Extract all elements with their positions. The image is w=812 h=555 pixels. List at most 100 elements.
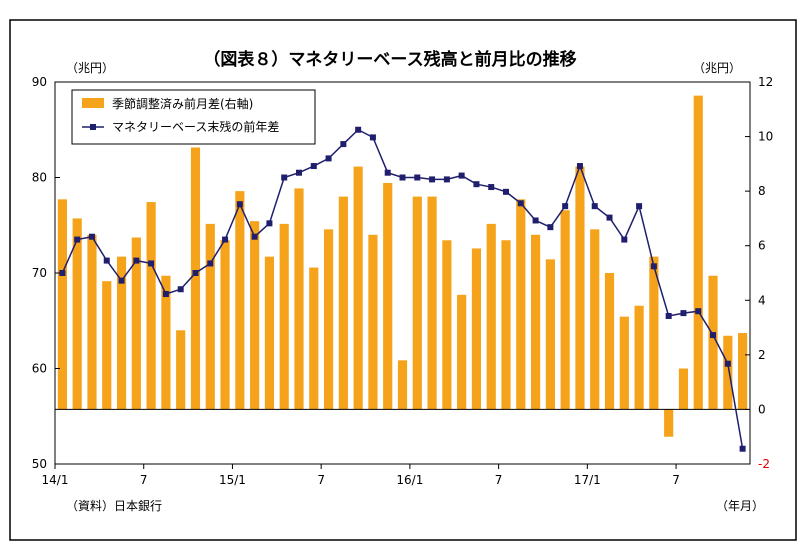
left-tick-label: 80 [32, 171, 47, 185]
line-point [576, 163, 583, 170]
bar [590, 229, 600, 410]
line-point [665, 312, 672, 319]
bar [368, 234, 378, 410]
left-axis: 50 60 70 80 90 [32, 75, 60, 471]
chart-title: （図表８）マネタリーベース残高と前月比の推移 [203, 49, 576, 70]
bar [190, 147, 201, 410]
bar [353, 166, 363, 410]
bar [102, 281, 112, 410]
legend-line-label: マネタリーベース末残の前年差 [112, 119, 279, 134]
bar [471, 248, 482, 410]
line-point [340, 141, 347, 148]
left-tick-label: 90 [32, 75, 47, 89]
bar [338, 196, 348, 410]
line-point [177, 286, 184, 293]
line-point [606, 214, 613, 221]
bar [604, 273, 615, 410]
line-point [517, 200, 524, 207]
bar [531, 234, 541, 410]
line-point [251, 233, 258, 240]
bar [250, 221, 260, 410]
line-point [710, 332, 717, 339]
line-point [236, 201, 243, 208]
line-point [739, 445, 746, 452]
bar [693, 95, 703, 410]
line-point [429, 176, 436, 183]
x-tick-label: 7 [317, 473, 325, 487]
line-point [162, 291, 169, 298]
x-tick-label: 7 [140, 473, 148, 487]
line-point [118, 277, 125, 284]
bar [220, 240, 230, 410]
line-series [59, 126, 746, 452]
x-axis-unit: （年月） [716, 499, 764, 513]
legend-bar-label: 季節調整済み前月差(右軸) [112, 96, 253, 111]
bar [57, 199, 67, 410]
right-axis-unit: （兆円） [693, 61, 741, 75]
right-tick-label: 6 [758, 239, 766, 253]
line-point [695, 308, 702, 315]
legend-box [71, 89, 316, 145]
line-point [281, 174, 288, 181]
line-point [384, 169, 391, 176]
line-point [532, 217, 539, 224]
line-point [295, 169, 302, 176]
bar [723, 335, 733, 410]
line-point [207, 260, 214, 267]
right-tick-label: 8 [758, 184, 766, 198]
bar [560, 210, 570, 410]
bar [235, 191, 245, 410]
right-tick-label: 2 [758, 348, 766, 362]
right-tick-label: 12 [758, 75, 773, 89]
bar [294, 188, 304, 410]
left-tick-label: 60 [32, 362, 47, 376]
bar [575, 166, 585, 410]
line-point [325, 155, 332, 162]
left-tick-label: 50 [32, 457, 47, 471]
right-tick-label: 4 [758, 293, 766, 307]
bar [131, 237, 141, 410]
line-point [458, 172, 465, 179]
right-tick-label: 0 [758, 402, 766, 416]
line-point [192, 270, 199, 276]
line-point [222, 236, 229, 243]
line-point [369, 134, 376, 141]
line-point [88, 233, 95, 240]
line-point [399, 174, 406, 181]
source-note: （資料）日本銀行 [66, 499, 162, 513]
line-point [488, 184, 495, 191]
line-point [414, 174, 421, 181]
bar [383, 182, 393, 410]
right-tick-label: -2 [758, 457, 770, 471]
line-point [591, 203, 598, 210]
x-tick-label: 17/1 [574, 473, 601, 487]
x-tick-label: 15/1 [219, 473, 246, 487]
bar [279, 223, 289, 410]
legend-bar-swatch [82, 98, 104, 108]
line-point [621, 236, 628, 243]
bar [738, 333, 748, 410]
line-point [562, 203, 569, 210]
bar [146, 202, 156, 410]
line-point [473, 181, 480, 188]
x-axis: 14/1 7 15/1 7 16/1 7 17/1 7 [42, 464, 680, 487]
line-point [650, 263, 657, 270]
bar [161, 275, 171, 410]
left-axis-unit: （兆円） [66, 61, 114, 75]
line-point [724, 360, 731, 367]
bar [427, 196, 437, 410]
bar [323, 229, 334, 410]
right-axis: -2 0 2 4 6 8 10 12 [745, 75, 773, 471]
bar [545, 259, 555, 410]
bar [501, 240, 511, 410]
line-point [148, 260, 155, 267]
line-point [547, 224, 554, 231]
bar [176, 330, 186, 410]
line-point [310, 163, 317, 170]
x-tick-label: 7 [495, 473, 503, 487]
bar [397, 360, 408, 410]
bar [634, 305, 644, 410]
line-point [503, 188, 510, 195]
